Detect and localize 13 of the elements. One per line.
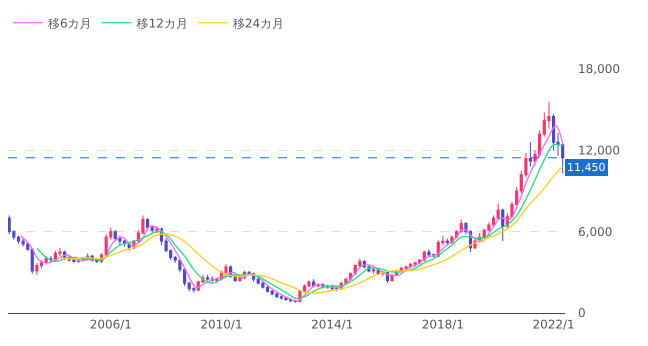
x-tick-label: 2006/1 <box>90 317 132 332</box>
y-tick-label: 6,000 <box>578 224 612 239</box>
x-tick-label: 2014/1 <box>311 317 354 332</box>
y-tick-label: 18,000 <box>578 62 620 76</box>
legend-label: 移12カ月 <box>136 16 188 30</box>
legend-label: 移24カ月 <box>232 16 284 30</box>
x-tick-label: 2018/1 <box>422 317 464 332</box>
y-tick-label: 0 <box>578 306 586 320</box>
legend-label: 移6カ月 <box>48 16 92 30</box>
ref-line-label: 11,450 <box>567 161 606 174</box>
x-tick-label: 2010/1 <box>200 317 243 332</box>
x-tick-label: 2022/1 <box>532 317 575 332</box>
y-tick-label: 12,000 <box>578 144 620 158</box>
